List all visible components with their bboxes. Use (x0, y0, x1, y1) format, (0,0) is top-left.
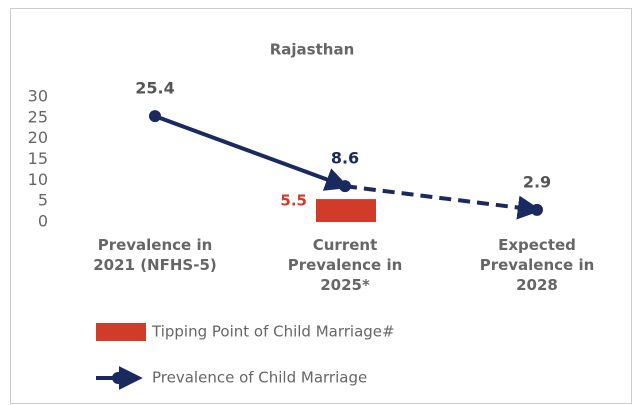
data-label: 5.5 (280, 192, 307, 210)
y-tick-label: 0 (38, 212, 48, 231)
data-label: 25.4 (135, 79, 174, 98)
y-tick-label: 15 (28, 149, 48, 168)
line-segment (344, 184, 542, 220)
x-tick-label-line: Prevalence in (288, 256, 403, 274)
y-tick-label: 10 (28, 170, 48, 189)
legend-label: Prevalence of Child Marriage (152, 369, 367, 387)
data-label: 2.9 (523, 172, 551, 191)
legend-swatch-point (112, 372, 124, 384)
line-point (149, 110, 161, 123)
x-tick-label: Prevalence in 2021 (NFHS-5) (93, 236, 217, 274)
legend-label: Tipping Point of Child Marriage# (151, 323, 395, 341)
line-point (531, 203, 543, 216)
line-segment (154, 114, 350, 191)
y-tick-label: 25 (28, 107, 48, 126)
y-tick-label: 20 (28, 128, 48, 147)
y-tick-label: 30 (28, 87, 48, 106)
x-tick-label-line: Current (313, 236, 378, 254)
x-tick-label: Current Prevalence in 2025* (288, 236, 403, 294)
x-tick-label: Expected Prevalence in 2028 (480, 236, 595, 294)
x-tick-label-line: Prevalence in (98, 236, 213, 254)
x-tick-label-line: Expected (498, 236, 576, 254)
chart-title: Rajasthan (270, 41, 355, 59)
x-tick-label-line: Prevalence in (480, 256, 595, 274)
data-label: 8.6 (331, 149, 359, 168)
line-point (339, 180, 351, 193)
x-tick-label-line: 2025* (320, 276, 370, 294)
legend-swatch (96, 323, 146, 341)
x-tick-label-line: 2028 (516, 276, 558, 294)
bar (316, 199, 376, 222)
x-tick-label-line: 2021 (NFHS-5) (93, 256, 217, 274)
y-tick-label: 5 (38, 191, 48, 210)
